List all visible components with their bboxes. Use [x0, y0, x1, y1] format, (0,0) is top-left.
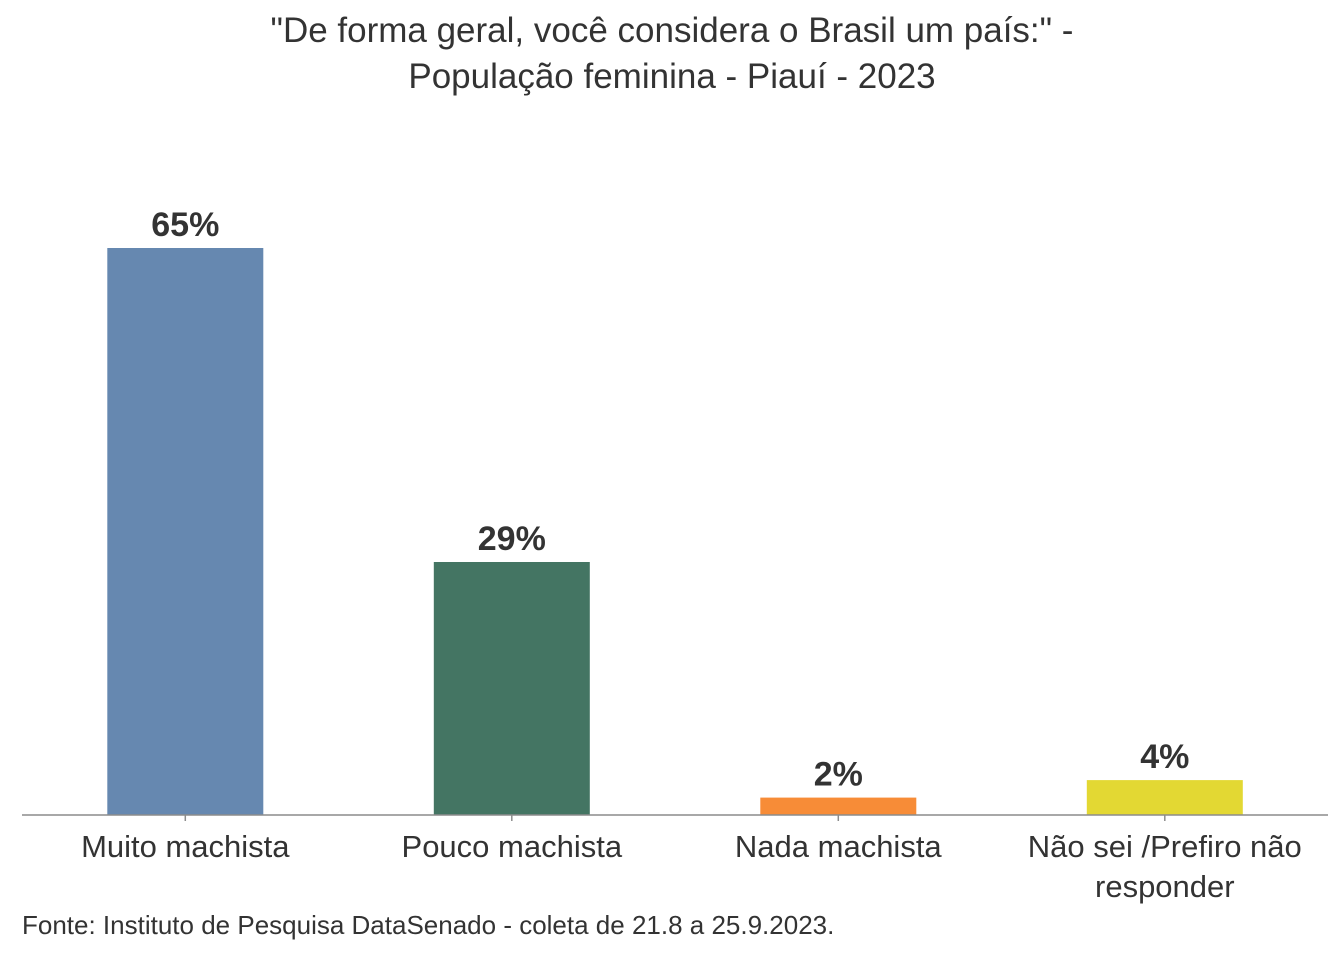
category-label-3-0: Não sei /Prefiro não — [1028, 829, 1302, 864]
bar-3 — [1086, 780, 1243, 815]
source-note: Fonte: Instituto de Pesquisa DataSenado … — [22, 910, 835, 940]
chart-title-line-1: "De forma geral, você considera o Brasil… — [270, 11, 1074, 50]
chart-title-line-2: População feminina - Piauí - 2023 — [408, 57, 936, 96]
category-label-0-0: Muito machista — [81, 829, 290, 864]
value-label-1: 29% — [478, 520, 546, 558]
value-label-3: 4% — [1140, 738, 1189, 776]
bar-2 — [760, 797, 917, 815]
value-label-0: 65% — [151, 206, 219, 244]
chart-title: "De forma geral, você considera o Brasil… — [0, 8, 1344, 100]
category-label-3-1: responder — [1095, 869, 1235, 904]
category-label-1-0: Pouco machista — [402, 829, 623, 864]
bar-1 — [433, 562, 590, 815]
bar-0 — [107, 248, 264, 815]
category-label-2-0: Nada machista — [735, 829, 943, 864]
value-label-2: 2% — [814, 756, 863, 794]
